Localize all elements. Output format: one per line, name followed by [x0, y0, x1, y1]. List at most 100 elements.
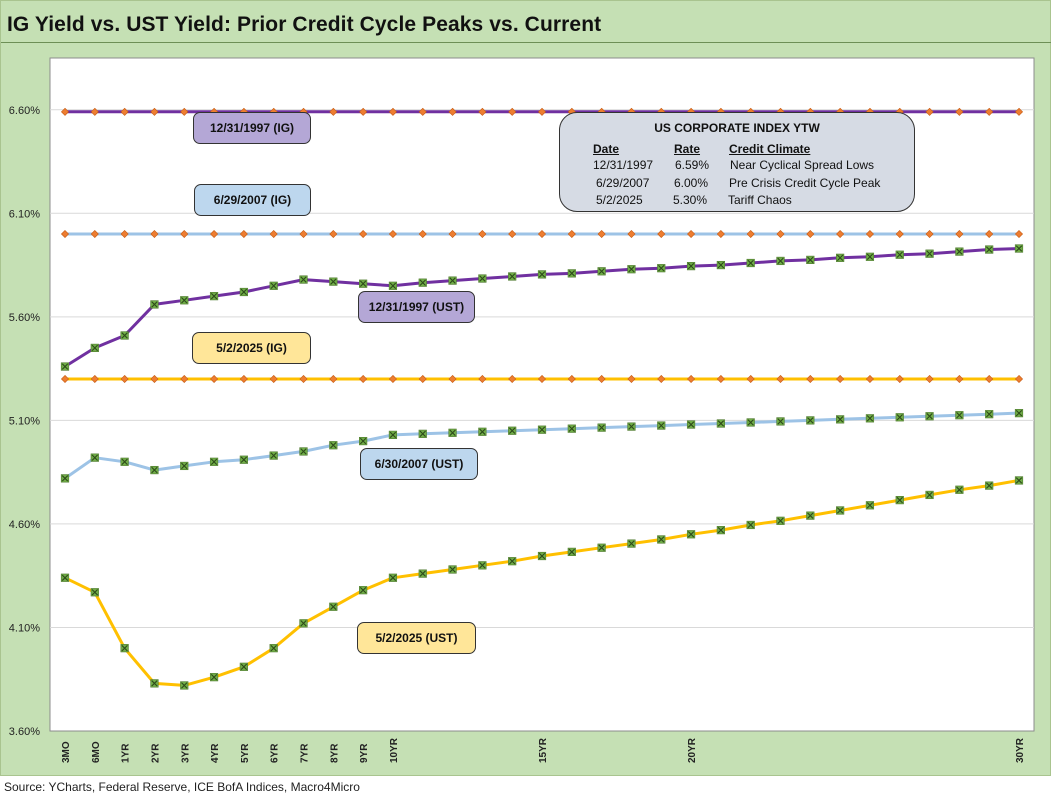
x-tick-label: 6MO: [91, 741, 102, 763]
info-row-climate: Tariff Chaos: [728, 193, 792, 207]
data-point-cross: [926, 413, 933, 420]
data-point-cross: [300, 276, 307, 283]
data-point: [210, 229, 219, 239]
data-point-cross: [687, 421, 695, 428]
data-point: [418, 229, 427, 239]
data-point-cross: [121, 644, 128, 652]
data-point: [180, 107, 189, 116]
data-point: [746, 374, 755, 383]
data-point-cross: [508, 273, 516, 280]
data-point: [1014, 374, 1024, 383]
data-point: [925, 107, 934, 116]
data-point-cross: [985, 410, 993, 418]
data-point-cross: [777, 418, 784, 425]
data-point-cross: [687, 531, 695, 538]
data-point: [925, 229, 934, 239]
data-point-cross: [181, 297, 188, 304]
data-point-cross: [479, 275, 486, 282]
data-point: [90, 107, 99, 116]
data-point: [657, 229, 666, 239]
data-point-cross: [717, 420, 725, 427]
data-point-cross: [240, 663, 248, 670]
data-point-cross: [628, 423, 635, 430]
data-point-cross: [747, 521, 754, 529]
source-note: Source: YCharts, Federal Reserve, ICE Bo…: [4, 780, 360, 794]
data-point: [716, 374, 725, 383]
data-point: [1014, 107, 1024, 116]
y-tick-label: 5.10%: [9, 415, 40, 427]
x-tick-label: 2YR: [150, 743, 161, 763]
data-point: [388, 107, 397, 116]
x-tick-label: 5YR: [240, 743, 251, 763]
data-point: [836, 229, 845, 239]
data-point-cross: [240, 456, 248, 463]
series-ust_2007: [60, 409, 1024, 483]
data-point-cross: [1015, 477, 1023, 484]
y-tick-label: 3.60%: [9, 726, 40, 738]
series-ig_2025: [60, 374, 1024, 383]
data-point: [269, 374, 278, 383]
data-point-cross: [807, 512, 814, 519]
data-point-cross: [359, 586, 367, 594]
info-row-date: 6/29/2007: [596, 176, 650, 190]
label-ust-2025: 5/2/2025 (UST): [357, 622, 476, 654]
data-point: [895, 374, 904, 383]
y-tick-label: 4.10%: [9, 622, 40, 634]
data-point: [478, 374, 487, 383]
data-point-cross: [210, 673, 218, 681]
info-box: US CORPORATE INDEX YTW Date Rate Credit …: [559, 112, 915, 212]
data-point-cross: [896, 251, 903, 258]
data-point: [537, 107, 547, 116]
info-row-climate: Pre Crisis Credit Cycle Peak: [729, 176, 881, 190]
x-tick-label: 3MO: [61, 741, 72, 763]
data-point: [418, 107, 427, 116]
data-point-cross: [598, 424, 605, 431]
y-tick-label: 6.60%: [9, 105, 40, 117]
data-point: [359, 374, 368, 383]
data-point: [865, 229, 874, 239]
data-point: [508, 107, 517, 116]
data-point: [687, 229, 696, 239]
data-point: [478, 107, 487, 116]
data-point-cross: [538, 426, 546, 433]
data-point-cross: [300, 448, 307, 455]
data-point-cross: [538, 552, 546, 560]
data-point: [836, 374, 845, 383]
data-point-cross: [658, 536, 665, 543]
data-point-cross: [300, 620, 307, 627]
data-point: [180, 229, 189, 239]
info-row-climate: Near Cyclical Spread Lows: [730, 158, 875, 172]
info-row-date: 12/31/1997: [593, 158, 654, 172]
data-point: [239, 229, 248, 239]
data-point-cross: [91, 344, 99, 352]
data-point-cross: [658, 422, 665, 429]
data-point-cross: [836, 416, 844, 423]
data-point: [597, 229, 606, 239]
data-point: [388, 374, 397, 383]
data-point-cross: [61, 363, 69, 370]
x-axis-ticks: 3MO 6MO 1YR 2YR 3YR 4YR 5YR 6YR 7YR 8YR 9YR 10YR 15Y…: [61, 737, 1026, 763]
data-point-cross: [747, 259, 754, 267]
series-lines: [60, 107, 1024, 690]
data-point: [865, 374, 874, 383]
data-point-cross: [658, 264, 665, 272]
data-point-cross: [836, 254, 844, 262]
series-ig_2007: [60, 229, 1024, 239]
y-tick-label: 4.60%: [9, 519, 40, 531]
data-point-cross: [270, 452, 277, 459]
data-point: [150, 229, 159, 239]
data-point-cross: [151, 301, 158, 308]
data-point-cross: [866, 253, 874, 260]
data-point-cross: [449, 277, 456, 284]
data-point-cross: [896, 496, 903, 504]
series-ust_2025: [60, 476, 1024, 690]
data-point-cross: [270, 282, 277, 289]
data-point-cross: [389, 574, 397, 581]
title-divider: [1, 42, 1051, 43]
data-point: [150, 107, 159, 116]
data-point-cross: [210, 458, 218, 465]
data-point-cross: [181, 462, 188, 470]
data-point-cross: [121, 332, 128, 339]
info-header-rate: Rate: [674, 142, 701, 156]
data-point: [120, 374, 129, 383]
